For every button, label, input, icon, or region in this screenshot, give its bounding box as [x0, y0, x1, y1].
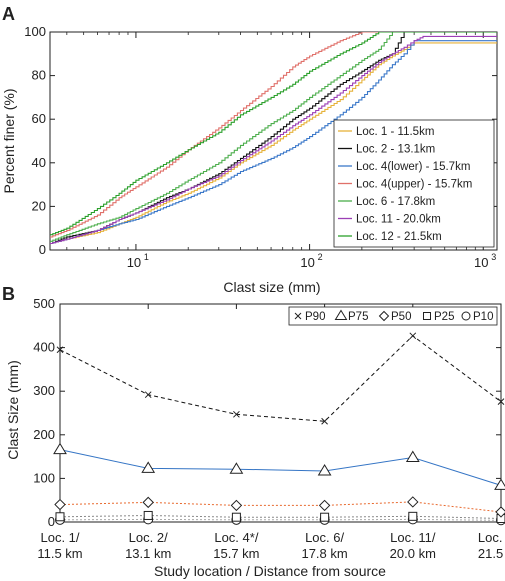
marker-diamond [230, 499, 243, 512]
panel-b-x-tick-label: Loc. 4*/ [214, 530, 258, 545]
panel-letter-b: B [2, 284, 15, 304]
panel-a-series-line-5 [50, 35, 497, 245]
panel-b-x-tick-label: 11.5 km [37, 546, 82, 561]
panel-b-x-tick-label: 21.5 km [478, 546, 505, 561]
panel-a-y-tick-label: 0 [39, 242, 46, 257]
panel-b-y-tick-label: 300 [33, 383, 55, 398]
marker-x [144, 391, 152, 399]
marker-square [143, 510, 153, 520]
panel-b-y-tick-label: 200 [33, 427, 55, 442]
panel-a-x-tick-exponent: 3 [491, 252, 496, 262]
panel-b-legend-label: P50 [391, 311, 411, 323]
panel-b-x-axis-label: Study location / Distance from source [154, 563, 386, 579]
panel-a-x-axis-label: Clast size (mm) [223, 279, 320, 295]
panel-b-series-line-p25 [59, 514, 502, 519]
panel-b-x-tick-label: Loc. 6/ [305, 530, 344, 545]
panel-b-x-tick-label: 13.1 km [125, 546, 171, 561]
marker-circle [461, 311, 471, 321]
panel-b-chart: 0 100 200 300 400 500 Loc. 1/11.5 km Loc. 2/13.… [33, 296, 505, 561]
panel-a-x-tick-exponent: 1 [144, 252, 149, 262]
panel-letter-a: A [2, 4, 15, 24]
panel-a-y-tick-label: 60 [32, 111, 46, 126]
marker-diamond [142, 496, 154, 509]
panel-a-legend-label: Loc. 4(upper) - 15.7km [356, 179, 472, 191]
panel-a-y-tick-label: 100 [24, 24, 46, 39]
panel-b-legend-label: P25 [434, 311, 454, 323]
panel-b-x-tick-label: Loc. 2/ [129, 530, 168, 545]
panel-a-x-tick-label: 10 [474, 255, 488, 270]
panel-a-legend-label: Loc. 11 - 20.0km [356, 214, 441, 226]
panel-b-x-tick-label: Loc. 1/ [40, 530, 79, 545]
panel-a-series-line-2 [50, 40, 497, 245]
panel-b-legend-label: P10 [473, 311, 493, 323]
marker-triangle [141, 461, 156, 473]
panel-a-legend-label: Loc. 4(lower) - 15.7km [356, 161, 470, 173]
panel-a-y-tick-label: 20 [32, 198, 46, 213]
marker-diamond [407, 496, 419, 508]
panel-b-x-tick-label: Loc. 12/ [478, 530, 505, 545]
panel-a-series-line-6 [50, 32, 497, 236]
panel-b-plot-area [59, 303, 502, 523]
marker-diamond [318, 499, 331, 512]
panel-b-series-line-p10 [59, 518, 502, 521]
panel-a-legend-box [333, 119, 495, 248]
panel-b-y-tick-label: 0 [48, 514, 55, 529]
marker-x [409, 332, 417, 340]
panel-b-y-axis-label: Clast Size (mm) [5, 360, 21, 460]
marker-square [231, 512, 241, 522]
panel-a-x-tick-exponent: 2 [318, 252, 323, 262]
panel-a-series-line-4 [50, 32, 497, 242]
panel-a-y-tick-label: 80 [32, 68, 46, 83]
panel-a-legend-label: Loc. 1 - 11.5km [356, 126, 434, 138]
marker-x [56, 346, 64, 354]
panel-a-x-tick-label: 10 [300, 255, 314, 270]
panel-a-series-line-3 [50, 32, 497, 238]
panel-a-y-tick-label: 40 [32, 155, 46, 170]
panel-a-legend-label: Loc. 6 - 17.8km [356, 196, 435, 208]
panel-a-legend-label: Loc. 12 - 21.5km [356, 231, 442, 243]
panel-a-y-axis-label: Percent finer (%) [1, 88, 17, 193]
marker-triangle [317, 464, 332, 476]
marker-triangle [53, 442, 67, 455]
panel-b-series-line-p75 [59, 449, 502, 486]
panel-b-x-tick-label: 20.0 km [390, 546, 436, 561]
marker-x [294, 312, 302, 320]
panel-b-legend: P90 P75 P50 P25 P10 [288, 306, 498, 326]
panel-b-legend-label: P75 [348, 311, 368, 323]
panel-b-x-tick-label: Loc. 11/ [390, 530, 436, 545]
marker-triangle [405, 450, 420, 462]
marker-diamond [54, 498, 66, 511]
marker-square [55, 512, 65, 522]
panel-b-series-line-p50 [59, 501, 502, 513]
panel-b-series-line-p90 [59, 335, 502, 422]
marker-x [233, 410, 240, 418]
marker-square [423, 312, 431, 320]
panel-b-y-tick-label: 100 [33, 470, 55, 485]
marker-diamond [495, 506, 505, 518]
marker-triangle [334, 309, 348, 320]
marker-square [408, 511, 418, 521]
marker-square [320, 512, 330, 522]
panel-a-legend-label: Loc. 2 - 13.1km [356, 144, 435, 156]
marker-x [497, 398, 505, 406]
marker-triangle [229, 462, 244, 474]
panel-a-legend: Loc. 1 - 11.5km Loc. 2 - 13.1km Loc. 4(low… [333, 119, 495, 248]
panel-b-y-tick-label: 500 [33, 296, 55, 311]
marker-triangle [494, 478, 505, 490]
panel-b-legend-label: P90 [305, 311, 325, 323]
marker-x [321, 417, 328, 425]
panel-b-x-tick-label: 15.7 km [213, 546, 259, 561]
panel-a-x-tick-label: 10 [127, 255, 141, 270]
panel-b-x-tick-label: 17.8 km [301, 546, 347, 561]
panel-b-y-tick-label: 400 [33, 340, 55, 355]
marker-diamond [378, 310, 390, 322]
